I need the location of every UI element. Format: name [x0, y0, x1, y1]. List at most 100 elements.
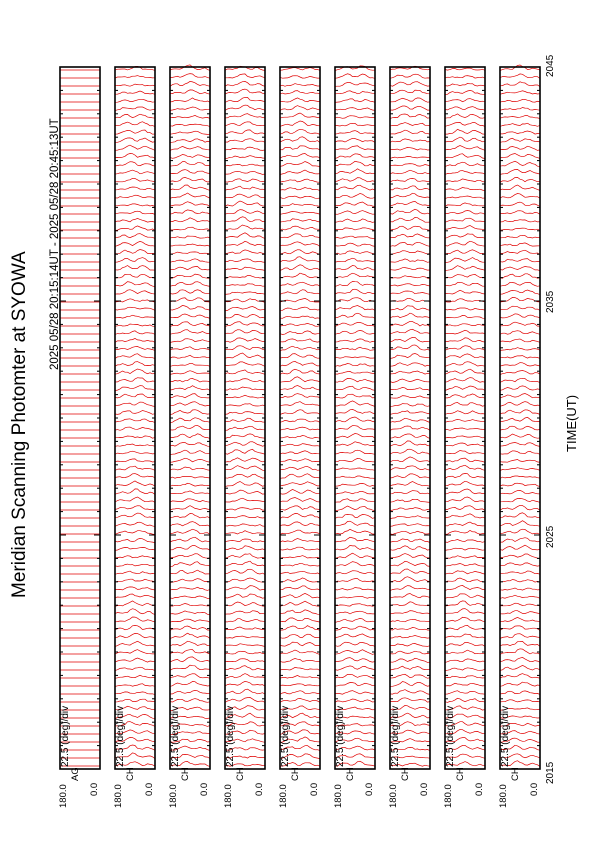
scan-trace	[389, 208, 431, 215]
scan-trace	[334, 177, 376, 183]
scan-trace	[170, 89, 211, 95]
scan-trace	[169, 738, 211, 743]
scan-trace	[114, 249, 156, 255]
scan-trace	[389, 378, 431, 383]
scan-trace	[114, 194, 156, 199]
scan-trace	[444, 690, 486, 695]
scan-trace	[114, 241, 156, 247]
scan-trace	[169, 226, 211, 231]
scan-trace	[444, 136, 486, 143]
scan-trace	[334, 235, 376, 239]
scan-trace	[224, 697, 266, 703]
scan-trace	[390, 697, 431, 703]
scan-trace	[444, 106, 486, 111]
scan-trace	[169, 433, 211, 439]
scan-trace	[389, 481, 431, 487]
scan-trace	[334, 305, 376, 311]
scan-trace	[169, 513, 211, 519]
panel-scale-label: 22.5 (deg)/div	[445, 705, 456, 767]
panel-ymax-label: 180.0	[443, 784, 454, 808]
scan-trace	[334, 618, 376, 623]
scan-trace	[114, 377, 156, 383]
scan-trace	[444, 600, 486, 607]
scan-trace	[224, 577, 266, 583]
scan-trace	[389, 473, 431, 479]
scan-trace	[114, 640, 156, 647]
scan-trace	[279, 298, 320, 303]
scan-trace	[389, 156, 431, 159]
scan-trace	[444, 257, 485, 263]
scan-trace	[499, 482, 541, 487]
scan-trace	[334, 153, 376, 159]
scan-trace	[279, 690, 321, 695]
scan-trace	[114, 458, 156, 463]
scan-trace	[500, 537, 541, 543]
scan-trace	[499, 562, 541, 567]
scan-trace	[114, 385, 156, 391]
panel-3-traces	[169, 64, 211, 767]
scan-trace	[445, 496, 486, 503]
panel-channel-label: CH	[455, 767, 466, 781]
scan-trace	[279, 649, 321, 655]
scan-trace	[334, 641, 376, 647]
scan-trace	[169, 536, 211, 543]
scan-trace	[499, 737, 541, 743]
scan-trace	[224, 763, 266, 767]
scan-trace	[224, 314, 266, 319]
scan-trace	[169, 73, 211, 79]
scan-trace	[114, 570, 156, 575]
scan-trace	[334, 528, 376, 535]
scan-trace	[444, 98, 486, 103]
scan-trace	[279, 330, 320, 335]
scan-trace	[499, 681, 541, 687]
scan-trace	[169, 266, 211, 271]
scan-trace	[114, 161, 156, 167]
scan-trace	[169, 595, 211, 599]
scan-trace	[224, 721, 266, 727]
scan-trace	[224, 448, 266, 455]
scan-trace	[224, 593, 266, 599]
scan-trace	[169, 553, 211, 559]
scan-trace	[224, 650, 266, 655]
scan-trace	[114, 233, 156, 239]
scan-trace	[114, 593, 156, 599]
scan-trace	[114, 257, 156, 263]
scan-trace	[499, 281, 541, 287]
scan-trace	[334, 745, 376, 751]
panel-5-traces	[279, 67, 321, 767]
scan-trace	[279, 128, 321, 135]
panel-channel-label: CH	[125, 767, 136, 781]
scan-trace	[389, 97, 431, 103]
scan-trace	[114, 144, 156, 151]
scan-trace	[389, 417, 431, 423]
scan-trace	[224, 738, 266, 743]
scan-trace	[279, 264, 321, 271]
scan-trace	[224, 321, 266, 327]
scan-trace	[334, 82, 376, 87]
scan-trace	[224, 441, 266, 447]
scan-trace	[334, 723, 376, 727]
scan-trace	[169, 243, 211, 247]
scan-trace	[334, 330, 376, 335]
scan-trace	[114, 121, 156, 127]
scan-trace	[114, 538, 156, 543]
scan-trace	[499, 498, 541, 503]
scan-trace	[334, 760, 376, 767]
panel-channel-label: AG	[70, 767, 81, 781]
scan-trace	[389, 370, 431, 375]
scan-trace	[169, 346, 211, 351]
scan-trace	[279, 617, 321, 623]
scan-trace	[279, 505, 321, 511]
scan-trace	[169, 289, 210, 295]
scan-trace	[224, 658, 266, 663]
scan-trace	[389, 225, 431, 231]
scan-trace	[114, 521, 156, 527]
scan-trace	[499, 699, 541, 703]
panel-6-traces	[334, 65, 376, 767]
scan-trace	[389, 553, 430, 559]
scan-trace	[499, 707, 541, 711]
scan-trace	[169, 169, 211, 174]
scan-trace	[499, 760, 541, 767]
scan-trace	[114, 674, 156, 679]
scan-trace	[334, 490, 376, 495]
